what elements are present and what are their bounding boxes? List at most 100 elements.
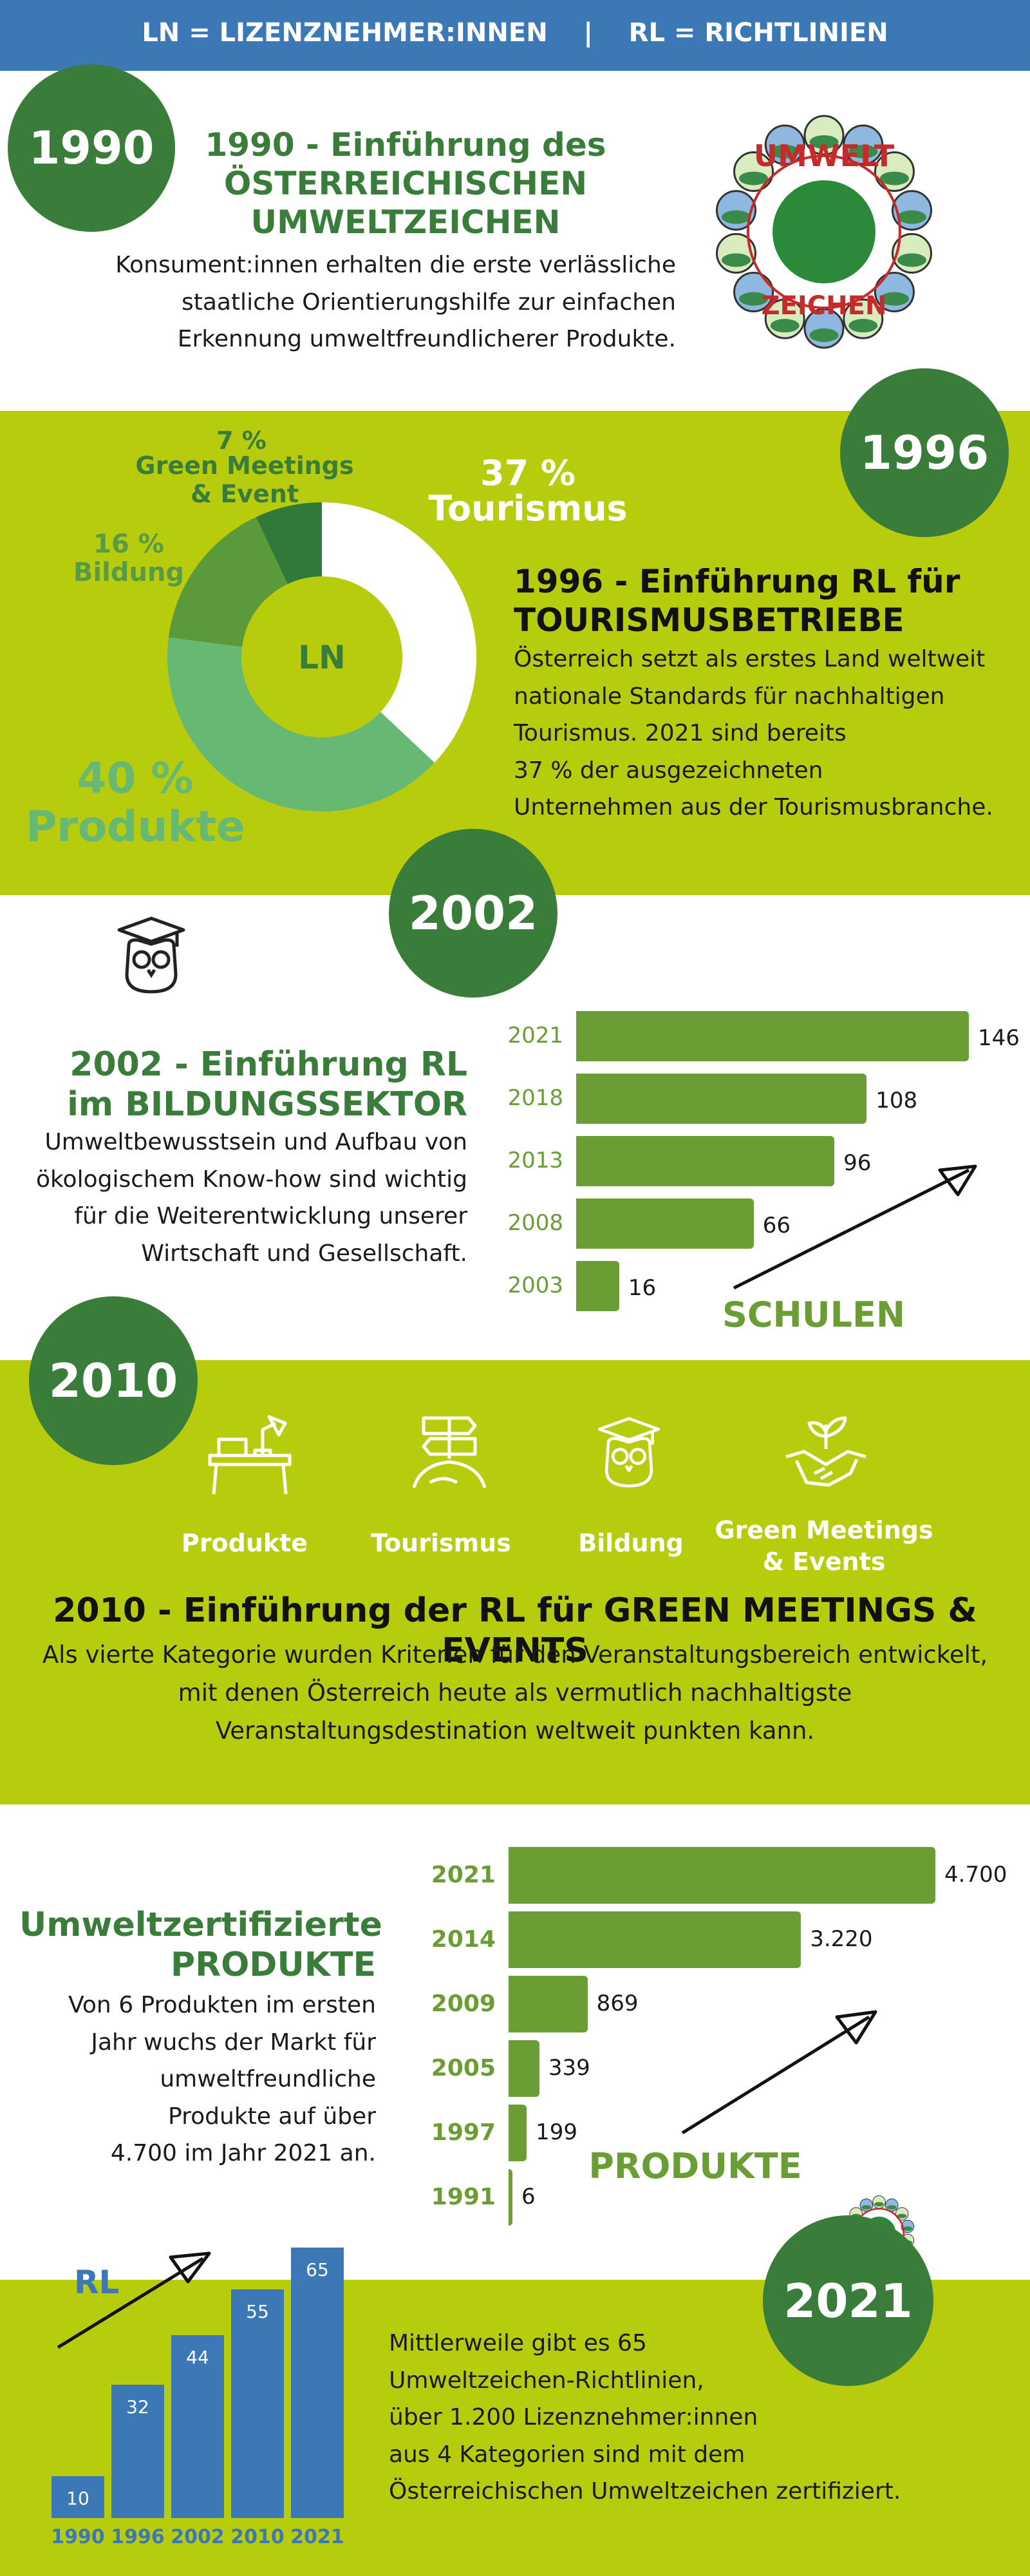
year-1990-label: 1990 <box>28 122 154 175</box>
produkte-value-label: 339 <box>548 2055 590 2081</box>
label-bildung: Bildung <box>73 558 185 587</box>
logo-ball-shade <box>739 171 769 185</box>
year-2021-label: 2021 <box>783 2273 913 2328</box>
cat-tourismus: Tourismus <box>371 1529 511 1557</box>
produkte-bar <box>509 1976 588 2032</box>
logo-ball-shade <box>897 210 926 224</box>
logo-zeichen-text: ZEICHEN <box>762 291 887 321</box>
schulen-value-label: 108 <box>876 1088 918 1113</box>
produkte-year-label: 1997 <box>431 2119 496 2146</box>
schulen-label: SCHULEN <box>722 1294 906 1335</box>
produkte-bar <box>509 2169 512 2226</box>
logo-ball-shade <box>897 2213 907 2219</box>
schulen-year-label: 2013 <box>507 1148 563 1173</box>
owl-graduate-icon <box>117 916 185 994</box>
produkte-bar <box>509 2040 539 2097</box>
year-badge-2002: 2002 <box>389 829 557 998</box>
year-1996-label: 1996 <box>859 426 989 480</box>
section-2010-title: 2010 - Einführung der RL für GREEN MEETI… <box>53 1591 977 1671</box>
label-produkte: Produkte <box>26 802 245 851</box>
handshake-plant-icon <box>785 1416 866 1487</box>
section-1990-title: 1990 - Einführung des ÖSTERREICHISCHEN U… <box>205 126 606 241</box>
produkte-year-label: 2005 <box>431 2055 496 2081</box>
year-badge-1996: 1996 <box>840 368 1009 537</box>
produkte-year-label: 2009 <box>431 1991 496 2017</box>
produkte-value-label: 3.220 <box>810 1926 873 1952</box>
donut-slice-tourismus <box>322 502 476 763</box>
cat-produkte: Produkte <box>181 1529 308 1557</box>
section-2002-title: 2002 - Einführung RL im BILDUNGSSEKTOR <box>67 1045 467 1124</box>
rl-value-label: 65 <box>306 2259 329 2280</box>
logo-ball-shade <box>722 210 751 224</box>
produkte-value-label: 869 <box>596 1991 639 2016</box>
year-2002-label: 2002 <box>408 886 538 940</box>
section-1996-title: 1996 - Einführung RL für TOURISMUSBETRIE… <box>514 563 960 639</box>
logo-ball-shade <box>897 253 926 267</box>
year-badge-1990: 1990 <box>8 64 175 232</box>
logo-ball-shade <box>861 2205 872 2210</box>
logo-ball-shade <box>848 319 878 333</box>
section-2002-body: Umweltbewusstsein und Aufbau von ökologi… <box>35 1129 467 1267</box>
label-bildung-pct: 16 % <box>93 529 164 559</box>
logo-ball-shade <box>770 319 800 333</box>
section-1990-body: Konsument:innen erhalten die erste verlä… <box>115 252 676 353</box>
label-produkte-pct: 40 % <box>77 753 194 803</box>
section-produkte-body: Von 6 Produkten im ersten Jahr wuchs der… <box>68 1992 376 2167</box>
produkte-value-label: 6 <box>521 2184 536 2210</box>
logo-ball-shade <box>886 2205 897 2210</box>
schulen-bar <box>576 1074 867 1124</box>
label-gm: Green Meetings & Event <box>135 451 354 508</box>
section-2010-body: Als vierte Kategorie wurden Kriterien fü… <box>42 1641 988 1745</box>
schulen-value-label: 146 <box>978 1025 1020 1051</box>
donut-hole <box>241 576 402 737</box>
section-1996-body: Österreich setzt als erstes Land weltwei… <box>514 646 993 821</box>
produkte-bar <box>509 1847 935 1904</box>
logo-ball-shade <box>879 171 909 185</box>
schulen-year-label: 2008 <box>507 1210 563 1236</box>
section-produkte-title: Umweltzertifizierte PRODUKTE <box>19 1906 382 1985</box>
rl-arrow-icon <box>57 2251 211 2349</box>
year-badge-2010: 2010 <box>29 1296 198 1465</box>
logo-ball-shade <box>722 253 751 267</box>
logo-ball-shade <box>809 135 839 149</box>
signpost-globe-icon <box>412 1416 487 1488</box>
year-2010-label: 2010 <box>48 1354 178 1408</box>
produkte-bar <box>509 2105 527 2161</box>
produkte-year-label: 2014 <box>431 1926 496 1953</box>
ln-donut-chart: LN <box>167 502 476 811</box>
produkte-label: PRODUKTE <box>588 2146 802 2186</box>
desk-lamp-icon <box>208 1415 292 1495</box>
schulen-bar <box>576 1011 969 1061</box>
label-tourismus: Tourismus <box>428 488 628 529</box>
header-text: LN = LIZENZNEHMER:INNEN | RL = RICHTLINI… <box>142 18 888 48</box>
umweltzeichen-logo: UMWELT ZEICHEN <box>716 115 932 349</box>
logo-ball-shade <box>809 328 839 342</box>
produkte-value-label: 4.700 <box>944 1862 1007 1888</box>
owl-icon <box>597 1417 660 1488</box>
label-gm-pct: 7 % <box>216 426 267 455</box>
label-tourismus-pct: 37 % <box>480 453 576 493</box>
schulen-year-label: 2021 <box>507 1023 563 1048</box>
logo-ball-shade <box>903 2226 913 2231</box>
produkte-year-label: 2021 <box>431 1862 496 1888</box>
schulen-value-label: 16 <box>628 1275 657 1301</box>
cat-bildung: Bildung <box>578 1529 684 1557</box>
logo-ball-shade <box>879 292 909 306</box>
schulen-bar <box>576 1261 619 1311</box>
schulen-arrow-icon <box>733 1164 977 1290</box>
cat-green-meetings: Green Meetings & Events <box>715 1516 933 1577</box>
produkte-year-label: 1991 <box>431 2184 496 2210</box>
logo-umwelt-text: UMWELT <box>754 138 895 173</box>
schulen-year-label: 2003 <box>507 1273 563 1298</box>
rl-label: RL <box>74 2264 120 2301</box>
logo-ball-shade <box>874 2202 884 2207</box>
year-badge-2021: 2021 <box>763 2215 933 2386</box>
schulen-year-label: 2018 <box>507 1085 563 1111</box>
header-bar <box>0 0 1030 71</box>
produkte-bar <box>509 1911 801 1968</box>
section-2021-body: Mittlerweile gibt es 65 Umweltzeichen-Ri… <box>389 2330 901 2505</box>
logo-ball-shade <box>770 144 800 158</box>
produkte-value-label: 199 <box>536 2119 577 2145</box>
logo-ball-shade <box>739 292 769 306</box>
donut-center-label: LN <box>298 639 346 676</box>
